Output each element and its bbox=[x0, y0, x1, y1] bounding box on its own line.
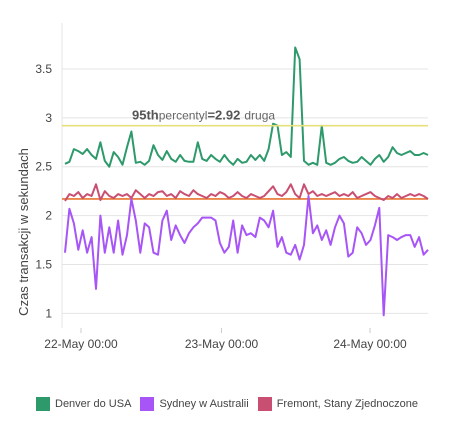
x-axis-ticks: 22-May 00:00 23-May 00:00 24-May 00:00 bbox=[44, 328, 407, 351]
legend-label-denver: Denver do USA bbox=[55, 398, 132, 410]
y-axis-label: Czas transakcji w sekundach bbox=[16, 148, 31, 316]
annotation-text: percentyl bbox=[159, 109, 208, 123]
legend: Denver do USA Sydney w Australii Fremont… bbox=[36, 396, 450, 412]
y-tick-label: 3.5 bbox=[35, 62, 52, 76]
legend-swatch-denver bbox=[36, 397, 50, 411]
legend-item-sydney[interactable]: Sydney w Australii bbox=[140, 397, 249, 411]
y-tick-label: 3 bbox=[45, 111, 52, 125]
annotation-value: =2.92 bbox=[207, 108, 240, 123]
grid-lines bbox=[61, 23, 428, 328]
y-axis-ticks: 1 1.5 2 2.5 3 3.5 bbox=[35, 62, 52, 320]
x-tick-label: 24-May 00:00 bbox=[333, 337, 407, 351]
legend-label-sydney: Sydney w Australii bbox=[159, 398, 249, 410]
legend-item-fremont[interactable]: Fremont, Stany Zjednoczone bbox=[257, 397, 418, 411]
legend-item-denver[interactable]: Denver do USA bbox=[36, 397, 131, 411]
x-tick-label: 23-May 00:00 bbox=[185, 337, 259, 351]
series-line-fremont bbox=[64, 183, 429, 202]
y-tick-label: 1.5 bbox=[35, 257, 52, 271]
legend-label-fremont: Fremont, Stany Zjednoczone bbox=[276, 398, 418, 410]
series-line-denver bbox=[64, 46, 429, 168]
legend-swatch-fremont bbox=[257, 397, 272, 411]
y-tick-label: 2.5 bbox=[35, 160, 52, 174]
annotation-bold: 95th bbox=[132, 108, 159, 123]
annotation-unit: druga bbox=[244, 109, 275, 123]
series-lines bbox=[64, 46, 429, 317]
y-tick-label: 2 bbox=[45, 209, 52, 223]
y-tick-label: 1 bbox=[45, 306, 52, 320]
x-tick-label: 22-May 00:00 bbox=[44, 337, 118, 351]
series-line-sydney bbox=[64, 195, 429, 317]
percentile-annotation: 95thpercentyl=2.92 druga bbox=[132, 108, 275, 123]
legend-swatch-sydney bbox=[140, 397, 155, 411]
